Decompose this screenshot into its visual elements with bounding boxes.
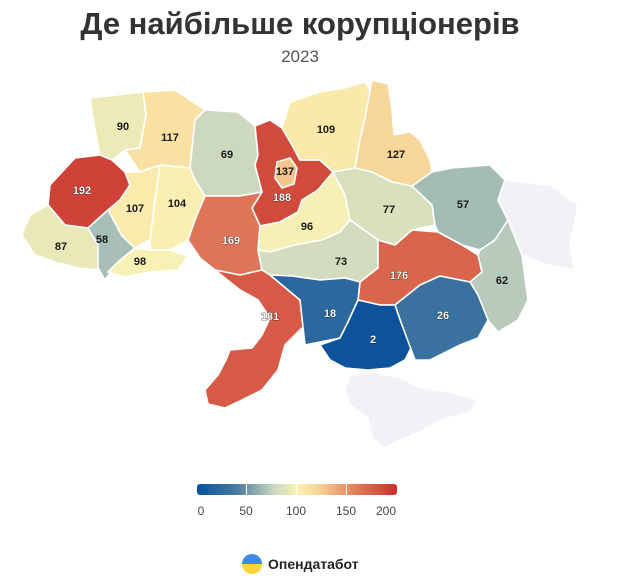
legend-label-200: 200 (375, 504, 397, 518)
value-label-khmelnytskyi: 104 (168, 198, 187, 210)
value-label-chernihiv: 109 (317, 124, 335, 136)
value-label-cherkasy: 96 (301, 221, 313, 233)
value-label-dnipropetrovsk: 176 (390, 270, 408, 282)
region-chernivtsi[interactable] (107, 247, 189, 278)
value-label-odesa: 181 (261, 311, 279, 323)
value-label-ivano-frankivsk: 58 (96, 234, 108, 246)
legend-tick (296, 484, 297, 495)
value-labels-layer: 90 117 69 188 137 109 127 192 107 104 16… (55, 121, 508, 346)
map-title: Де найбільше корупціонерів (80, 6, 520, 41)
region-crimea (344, 371, 479, 449)
value-label-rivne: 117 (161, 132, 179, 144)
value-label-poltava: 77 (383, 204, 395, 216)
value-label-zhytomyr: 69 (221, 149, 233, 161)
color-scale-legend (197, 484, 397, 495)
region-luhansk (497, 179, 579, 271)
value-label-ternopil: 107 (126, 203, 144, 215)
regions-layer (21, 79, 579, 449)
value-label-zaporizhzhia: 26 (437, 310, 449, 322)
value-label-donetsk: 62 (496, 275, 508, 287)
brand-name: Опендатабот (268, 556, 359, 572)
value-label-kyiv-city: 137 (276, 166, 294, 178)
legend-tick (246, 484, 247, 495)
brand-credit: Опендатабот (242, 552, 359, 576)
value-label-zakarpattia: 87 (55, 241, 67, 253)
legend-tick (346, 484, 347, 495)
value-label-kherson: 2 (370, 334, 376, 346)
region-zaporizhzhia[interactable] (394, 275, 489, 361)
value-label-vinnytsia: 169 (222, 235, 240, 247)
legend-label-100: 100 (285, 504, 307, 518)
map-subtitle: 2023 (281, 47, 319, 66)
ukraine-flag-icon (242, 554, 262, 574)
value-label-kharkiv: 57 (457, 199, 469, 211)
value-label-sumy: 127 (387, 149, 405, 161)
legend-label-50: 50 (239, 504, 253, 518)
region-kyiv-city[interactable] (274, 157, 298, 189)
value-label-kirovohrad: 73 (335, 256, 347, 268)
value-label-mykolaiv: 18 (324, 308, 336, 320)
value-label-lviv: 192 (73, 185, 91, 197)
value-label-chernivtsi: 98 (134, 256, 146, 268)
legend-label-150: 150 (335, 504, 357, 518)
legend-label-0: 0 (197, 504, 205, 518)
value-label-volyn: 90 (117, 121, 129, 133)
value-label-kyiv-oblast: 188 (273, 192, 291, 204)
